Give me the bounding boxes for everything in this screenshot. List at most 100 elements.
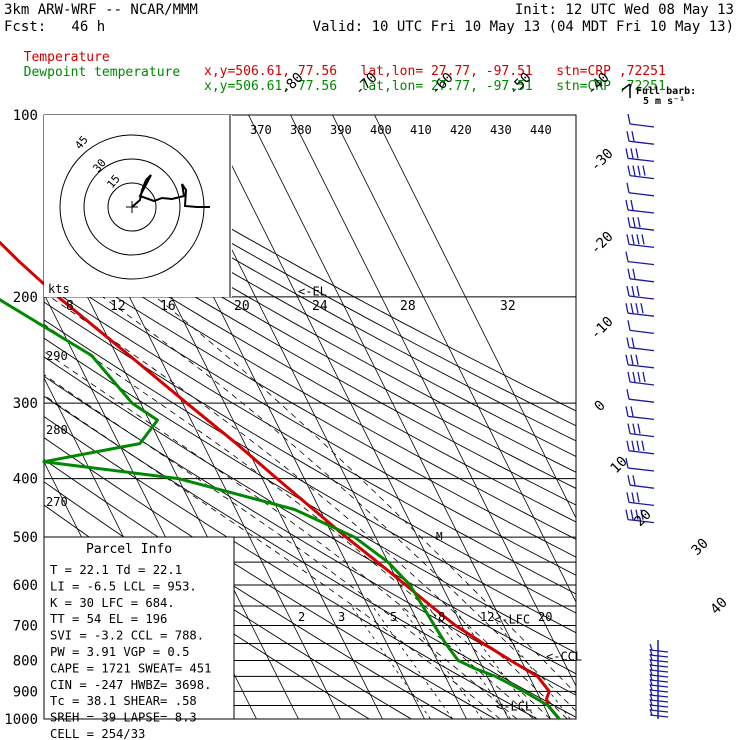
isotherm-label: 10 [608, 454, 631, 477]
wind-barb [632, 268, 636, 279]
wind-barb [649, 683, 653, 691]
isotherm-label: 20 [632, 507, 655, 530]
wind-barb [626, 389, 630, 400]
theta-label: 440 [530, 123, 552, 137]
wind-barb [637, 423, 641, 434]
wind-barb [627, 415, 655, 421]
wind-barb [629, 123, 655, 128]
barb-key-symbol [621, 83, 631, 91]
wind-barb [626, 440, 630, 451]
wind-barb [629, 432, 655, 438]
isotherm-label: -60 [428, 70, 457, 99]
wind-barb [635, 303, 639, 314]
mixing-ratio-label: 8 [438, 610, 445, 624]
wind-barb [642, 371, 646, 383]
pressure-tick-label: 500 [13, 530, 38, 546]
wind-barb [626, 234, 630, 245]
parcel-info-row: Tc = 38.1 SHEAR= .58 [50, 694, 197, 708]
wind-barb [649, 658, 653, 666]
wind-barb [649, 679, 669, 683]
level-marker: <-LFC [494, 612, 530, 626]
parcel-info-title: Parcel Info [86, 542, 172, 557]
legend-temperature-info: x,y=506.61, 77.56 lat,lon= 27.77, -97.51… [204, 64, 666, 79]
isotherm-label: 30 [689, 536, 712, 559]
wind-barb [628, 295, 655, 300]
hodograph-ring [83, 158, 181, 256]
background-lines [43, 114, 577, 720]
pressure-tick-label: 200 [13, 290, 38, 306]
theta-label: 430 [490, 123, 512, 137]
wind-barb [649, 643, 653, 651]
isotherm-label: -30 [588, 146, 617, 175]
wind-barb [641, 440, 645, 451]
wind-barb [629, 226, 655, 231]
wind-barb [637, 217, 641, 228]
hodograph-ring [107, 182, 157, 232]
speed-scale-label: 8 [66, 299, 74, 314]
isotherm-line [374, 115, 576, 519]
theta-label: 400 [370, 123, 392, 137]
parcel-info-row: SVI = -3.2 CCL = 788. [50, 629, 204, 643]
forecast-hour: Fcst: 46 h [4, 19, 106, 35]
wind-barbs: Full barb:5 m s⁻¹ [621, 83, 696, 719]
parcel-info-row: CELL = 254/33 [50, 727, 145, 740]
speed-scale-label: 20 [234, 299, 250, 314]
wind-barb [627, 371, 631, 383]
wind-barb [625, 199, 629, 211]
isotherm-label: -40 [584, 70, 613, 99]
wind-barb [629, 278, 655, 283]
wind-barb [630, 509, 634, 520]
isotherm-line [206, 115, 509, 719]
wind-barb [627, 364, 655, 369]
wind-barb [635, 509, 639, 520]
wind-barb [649, 678, 653, 686]
wind-barb [625, 406, 629, 417]
parcel-info-row: T = 22.1 Td = 22.1 [50, 563, 182, 577]
wind-barb [649, 654, 669, 658]
wind-barb [649, 684, 669, 688]
isotherm-line [248, 115, 551, 719]
hodograph-units-label: kts [48, 282, 70, 296]
wind-barb [628, 243, 655, 249]
wind-barb [628, 450, 655, 455]
wind-barb [649, 689, 669, 693]
parcel-info-box: Parcel Info T = 22.1 Td = 22.1 LI = -6.5 L… [43, 536, 235, 740]
wind-barb [629, 174, 655, 180]
theta-label: 410 [410, 123, 432, 137]
legend-temperature: Temperature x,y=506.61, 77.56 lat,lon= 2… [8, 37, 666, 79]
wind-barb [649, 708, 653, 716]
wind-barb [627, 165, 631, 176]
wind-barb [636, 234, 640, 245]
isotherm-label: -20 [588, 229, 617, 258]
dry-adiabat [44, 188, 576, 489]
wind-barb [628, 501, 655, 507]
pressure-tick-label: 100 [13, 108, 38, 124]
barb-key-title: Full barb: [636, 86, 696, 97]
isotherm-label: -70 [352, 70, 381, 99]
mixing-ratio-label: 5 [390, 610, 397, 624]
wind-barb [626, 131, 630, 142]
wind-barb [632, 423, 636, 434]
wind-barb [649, 663, 653, 671]
speed-scale-label: 32 [500, 299, 516, 314]
speed-scale-label: 24 [312, 299, 328, 314]
parcel-info-row: CIN = -247 HWBZ= 3698. [50, 678, 211, 692]
wind-barb [632, 217, 636, 228]
theta-label: 370 [250, 123, 272, 137]
wind-barb [625, 148, 629, 159]
moist-adiabat [44, 350, 534, 719]
wind-barb [631, 234, 635, 245]
parcel-box-frame [43, 536, 235, 720]
wind-barb [632, 165, 636, 176]
wind-barb [628, 192, 655, 197]
legend-dewpoint: Dewpoint temperature x,y=506.61, 77.56 l… [8, 52, 666, 94]
wind-barb [649, 703, 653, 711]
wind-barb [627, 423, 631, 434]
parcel-info-row: PW = 3.91 VGP = 0.5 [50, 645, 189, 659]
mixing-ratio-label: 20 [538, 610, 552, 624]
wind-barb [627, 467, 655, 472]
wind-barb [631, 440, 635, 451]
wind-barb [626, 285, 630, 297]
mixing-ratio-line [427, 605, 511, 719]
theta-label: 280 [46, 423, 68, 437]
